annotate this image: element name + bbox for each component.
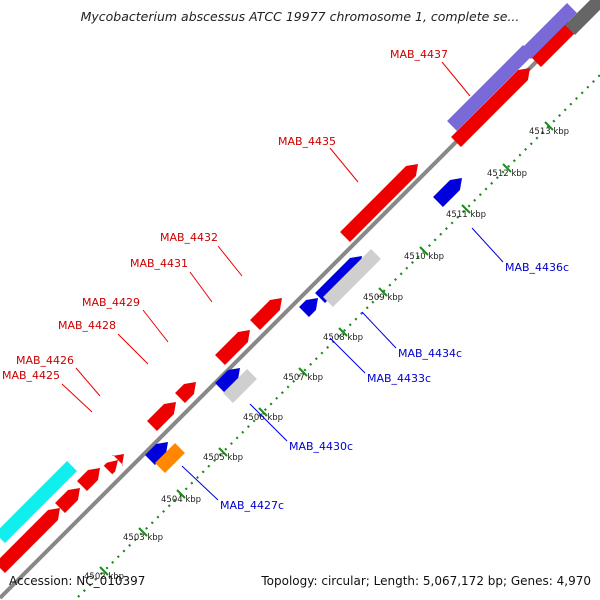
forward-gene-9 xyxy=(340,164,418,242)
tick-mark xyxy=(461,204,471,214)
forward-leader xyxy=(61,383,93,413)
green-dotted-tracks xyxy=(29,0,600,598)
tick-label: 4510 kbp xyxy=(404,252,444,262)
reverse-gene-1 xyxy=(145,442,168,465)
tick-label: 4512 kbp xyxy=(487,169,527,179)
tick-mark xyxy=(338,327,348,337)
gene-label-reverse: MAB_4434c xyxy=(398,347,462,360)
label-leader-lines xyxy=(61,61,504,501)
gene-label-forward: MAB_4437 xyxy=(390,48,448,61)
tick-mark xyxy=(218,447,228,457)
reverse-leader xyxy=(361,311,397,349)
tick-label: 4506 kbp xyxy=(243,413,283,423)
forward-leader xyxy=(441,61,471,97)
tick-mark xyxy=(99,566,109,576)
tick-label: 4503 kbp xyxy=(123,533,163,543)
reverse-leader xyxy=(181,465,219,501)
gene-label-forward: MAB_4428 xyxy=(58,319,116,332)
tick-mark xyxy=(138,527,148,537)
tick-label: 4502 kbp xyxy=(84,572,124,582)
forward-gene-10 xyxy=(451,68,530,147)
reverse-leader xyxy=(249,403,288,442)
gene-label-forward: MAB_4425 xyxy=(2,369,60,382)
tick-mark xyxy=(502,163,512,173)
cyan-feature xyxy=(0,461,77,543)
tick-mark xyxy=(176,489,186,499)
reverse-gene-3 xyxy=(299,298,318,317)
grey-feature-1 xyxy=(223,369,257,403)
reverse-leader xyxy=(471,227,504,263)
gene-label-forward: MAB_4435 xyxy=(278,135,336,148)
tick-mark xyxy=(544,121,554,131)
gene-label-reverse: MAB_4427c xyxy=(220,499,284,512)
tick-mark xyxy=(298,367,308,377)
reverse-gene-5 xyxy=(433,178,462,207)
purple-feature-1 xyxy=(447,45,533,131)
tick-label: 4509 kbp xyxy=(363,293,403,303)
forward-gene-2 xyxy=(55,488,80,513)
gene-label-forward: MAB_4432 xyxy=(160,231,218,244)
tick-label: 4505 kbp xyxy=(203,453,243,463)
reverse-leader xyxy=(329,337,366,374)
grey-feature-2 xyxy=(323,249,381,307)
forward-gene-3 xyxy=(77,468,100,491)
forward-gene-5 xyxy=(147,402,176,431)
forward-leader xyxy=(117,333,149,365)
tick-mark xyxy=(419,246,429,256)
map-title: Mycobacterium abscessus ATCC 19977 chrom… xyxy=(80,9,520,24)
reverse-gene-2 xyxy=(215,368,240,393)
gene-label-reverse: MAB_4430c xyxy=(289,440,353,453)
gene-label-forward: MAB_4429 xyxy=(82,296,140,309)
tick-mark xyxy=(258,407,268,417)
forward-gene-4 xyxy=(112,454,124,466)
gene-label-forward: MAB_4426 xyxy=(16,354,74,367)
forward-gene-small xyxy=(103,460,118,475)
forward-gene-8 xyxy=(250,298,282,330)
forward-gene-11 xyxy=(531,20,578,67)
forward-gene-6 xyxy=(175,382,196,403)
gene-label-reverse: MAB_4433c xyxy=(367,372,431,385)
gene-labels: MAB_4425 MAB_4426 MAB_4428 MAB_4429 MAB_4431… xyxy=(2,48,569,512)
dotted-track-2 xyxy=(77,74,600,598)
orange-feature xyxy=(155,443,185,473)
gene-label-reverse: MAB_4436c xyxy=(505,261,569,274)
kbp-ticks: 4502 kbp 4503 kbp 4504 kbp 4505 kbp 4506 kbp… xyxy=(84,121,569,582)
forward-gene-1 xyxy=(0,508,60,573)
tick-label: 4507 kbp xyxy=(283,373,323,383)
tick-label: 4504 kbp xyxy=(161,495,201,505)
forward-leader xyxy=(189,271,213,303)
gene-label-forward: MAB_4431 xyxy=(130,257,188,270)
tick-label: 4513 kbp xyxy=(529,127,569,137)
purple-feature-2 xyxy=(521,3,577,59)
topology-summary: Topology: circular; Length: 5,067,172 bp… xyxy=(261,574,591,588)
tick-label: 4511 kbp xyxy=(446,210,486,220)
dark-grey-feature xyxy=(565,0,600,35)
tick-mark xyxy=(378,287,388,297)
gene-features xyxy=(0,0,600,573)
accession-label: Accession: NC_010397 xyxy=(9,574,146,588)
tick-label: 4508 kbp xyxy=(323,333,363,343)
forward-gene-7 xyxy=(215,330,250,365)
forward-leader xyxy=(75,367,101,397)
forward-leader xyxy=(142,309,169,343)
forward-leader xyxy=(329,147,359,183)
forward-leader xyxy=(217,245,243,277)
reverse-gene-4 xyxy=(315,256,362,303)
